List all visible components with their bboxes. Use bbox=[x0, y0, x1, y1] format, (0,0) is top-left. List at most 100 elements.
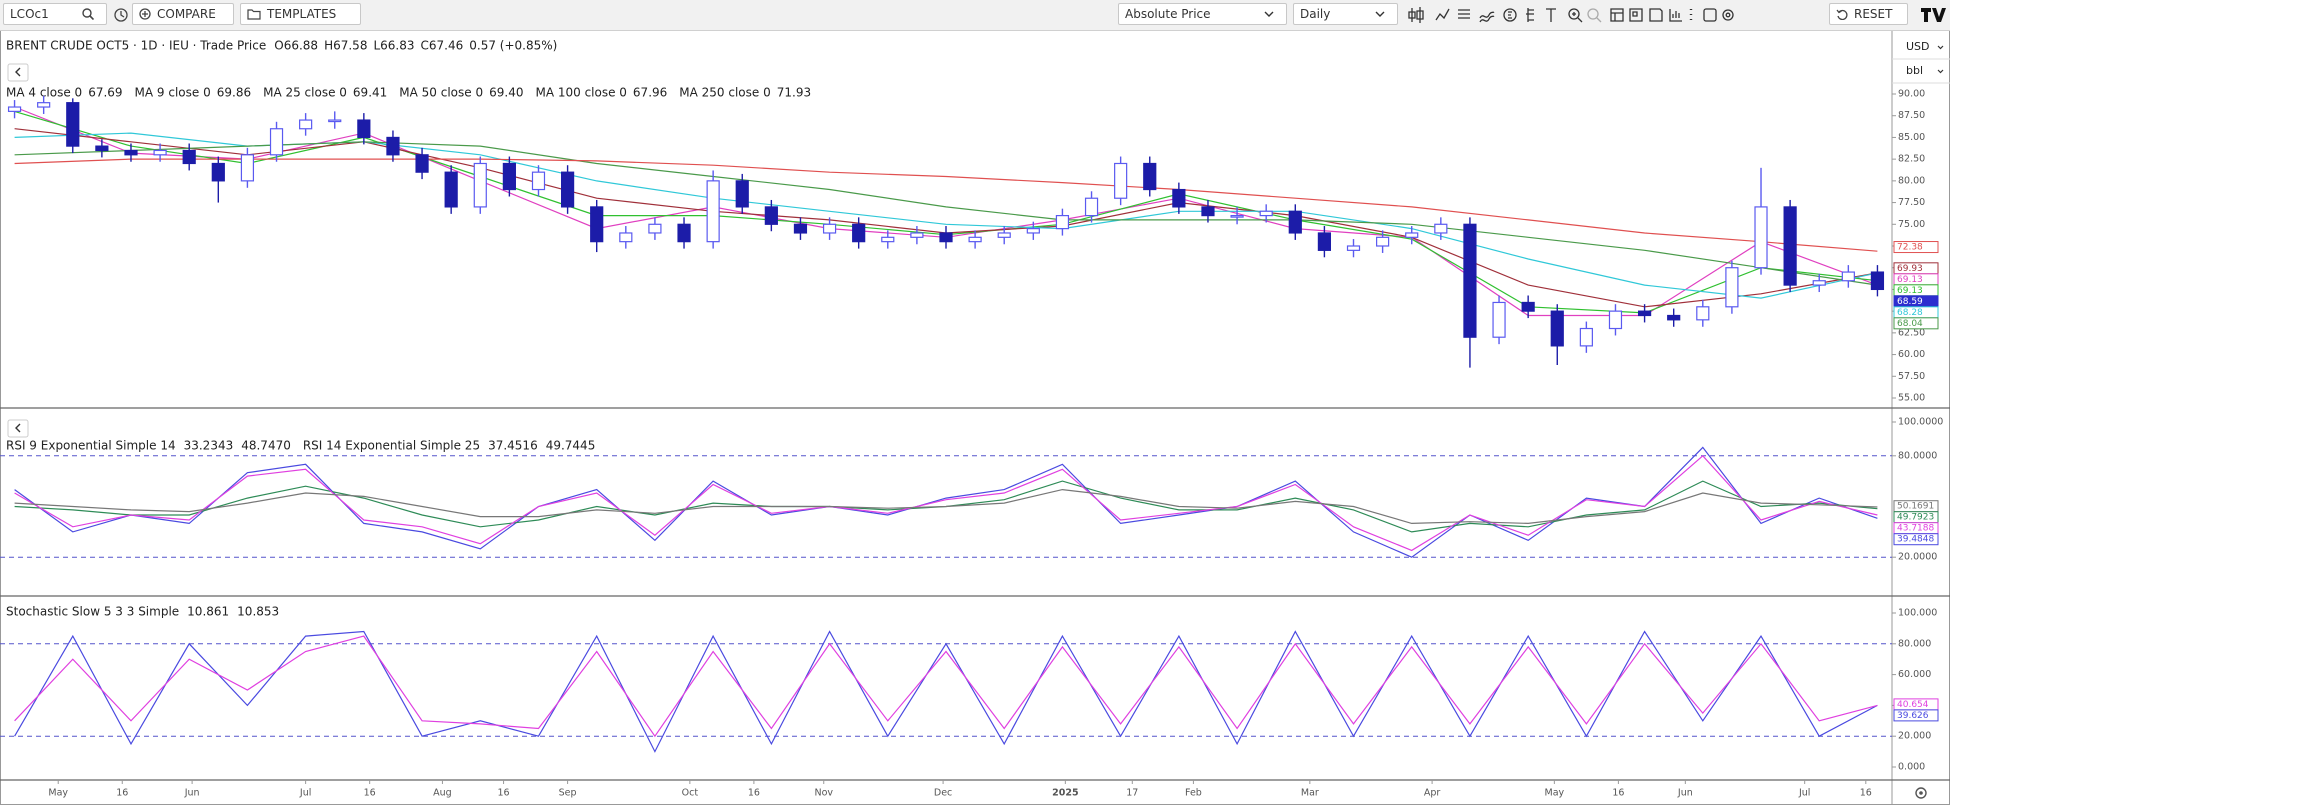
collapse-button[interactable] bbox=[7, 63, 29, 82]
ma-line bbox=[14, 132, 1878, 299]
candle-body bbox=[1579, 327, 1593, 347]
x-tick-label: 17 bbox=[1126, 788, 1138, 799]
axis-tag bbox=[1893, 317, 1939, 330]
axis-tag-label: 68.04 bbox=[1897, 319, 1923, 329]
candle-body bbox=[1463, 223, 1477, 338]
candle-body bbox=[1696, 306, 1710, 321]
candle-body bbox=[619, 232, 633, 243]
candle-body bbox=[1783, 206, 1797, 286]
candle-body bbox=[1725, 267, 1739, 308]
reset-button[interactable]: RESET bbox=[1829, 3, 1908, 25]
candle-body bbox=[1026, 228, 1040, 234]
x-tick-label: Jul bbox=[1798, 788, 1810, 799]
indicator-line bbox=[14, 488, 1878, 525]
quote-label: O bbox=[274, 39, 283, 53]
axis-tag-label: 40.654 bbox=[1897, 700, 1929, 710]
x-tick-label: 16 bbox=[364, 788, 376, 799]
quote-value: 67.46 bbox=[429, 39, 463, 53]
search-icon bbox=[82, 8, 94, 20]
candle-body bbox=[1492, 301, 1506, 338]
candle-body bbox=[1259, 210, 1273, 217]
y-tick-label: 57.50 bbox=[1898, 371, 1925, 382]
axis-tag bbox=[1893, 241, 1939, 254]
candle-body bbox=[1608, 310, 1623, 330]
y-tick-label: 90.00 bbox=[1898, 89, 1925, 100]
y-tick-label: 60.00 bbox=[1898, 349, 1925, 360]
candle-body bbox=[531, 171, 546, 191]
candle-body bbox=[299, 119, 313, 130]
logo bbox=[1921, 8, 1946, 22]
ma-line bbox=[14, 158, 1878, 252]
x-tick-label: Apr bbox=[1424, 788, 1441, 799]
axis-tag bbox=[1893, 709, 1939, 722]
y-tick-label: 20.000 bbox=[1898, 731, 1931, 742]
candle-body bbox=[968, 236, 982, 243]
legend-value: 69.40 bbox=[489, 86, 523, 100]
x-tick-label: 16 bbox=[1860, 788, 1872, 799]
history-icon[interactable] bbox=[112, 6, 130, 24]
axis-tag bbox=[1893, 533, 1939, 546]
ma-line bbox=[14, 110, 1878, 314]
x-tick-label: Dec bbox=[934, 788, 952, 799]
candle-body bbox=[1084, 197, 1099, 217]
x-tick-label: 16 bbox=[748, 788, 760, 799]
legend-entry: RSI 9 Exponential Simple 14 bbox=[6, 439, 176, 453]
legend-entry: MA 9 close 0 bbox=[135, 86, 211, 100]
dropdown-arrow bbox=[1264, 11, 1274, 17]
quote-value: 66.83 bbox=[380, 39, 414, 53]
collapse-chevron bbox=[15, 423, 21, 433]
indicator-line bbox=[14, 635, 1878, 738]
y-tick-label: 82.50 bbox=[1898, 154, 1925, 165]
y-tick-label: 100.000 bbox=[1898, 608, 1937, 619]
symbol-text: LCOc1 bbox=[10, 7, 49, 21]
candle-body bbox=[269, 128, 284, 156]
reset-label: RESET bbox=[1854, 7, 1893, 21]
reset-icon bbox=[1836, 9, 1848, 20]
compare-button[interactable]: COMPARE bbox=[132, 3, 234, 25]
currency-menu[interactable]: USD bbox=[1906, 40, 1930, 53]
legend-value: 69.41 bbox=[353, 86, 387, 100]
collapse-chevron bbox=[15, 67, 21, 77]
x-tick-label: May bbox=[48, 788, 68, 799]
candle-body bbox=[648, 223, 662, 234]
templates-button[interactable]: TEMPLATES bbox=[240, 3, 361, 25]
candle-body bbox=[1288, 210, 1302, 234]
candle-body bbox=[1172, 188, 1186, 208]
toolbar: LCOc1 COMPARE TEMPLATES Absolute Price D… bbox=[0, 0, 1950, 31]
candle-body bbox=[1230, 215, 1244, 218]
price-mode-label: Absolute Price bbox=[1125, 7, 1211, 21]
axis-tag-label: 69.93 bbox=[1897, 264, 1923, 274]
axis-tag-label: 50.1691 bbox=[1897, 502, 1934, 512]
compare-icon bbox=[139, 8, 151, 20]
unit-menu[interactable]: bbl bbox=[1906, 64, 1923, 77]
settings-icon[interactable] bbox=[1915, 787, 1927, 799]
legend-value: 67.96 bbox=[633, 86, 667, 100]
tool-icons[interactable] bbox=[1406, 4, 1826, 26]
candle-body bbox=[1667, 314, 1681, 321]
axis-tag-label: 68.59 bbox=[1897, 297, 1923, 307]
y-tick-label: 80.00 bbox=[1898, 175, 1925, 186]
candle-body bbox=[1317, 232, 1332, 251]
y-tick-label: 62.50 bbox=[1898, 327, 1925, 338]
x-tick-label: Jul bbox=[299, 788, 311, 799]
candle-body bbox=[502, 162, 516, 191]
candle-body bbox=[1841, 271, 1855, 282]
legend-value: 69.86 bbox=[217, 86, 251, 100]
price-mode-dropdown[interactable]: Absolute Price bbox=[1118, 3, 1287, 25]
axis-tag-label: 68.28 bbox=[1897, 308, 1923, 318]
legend-entry: MA 25 close 0 bbox=[263, 86, 347, 100]
candle-body bbox=[240, 154, 255, 182]
candle-body bbox=[735, 180, 749, 208]
ma-line bbox=[14, 106, 1878, 317]
x-tick-label: 16 bbox=[1612, 788, 1624, 799]
chart-title: BRENT CRUDE OCT5 · 1D · IEU · Trade Pric… bbox=[6, 39, 266, 53]
x-tick-label: Aug bbox=[433, 788, 452, 799]
ma-line bbox=[14, 128, 1878, 308]
symbol-input[interactable]: LCOc1 bbox=[3, 3, 107, 25]
candle-body bbox=[66, 102, 80, 147]
interval-dropdown[interactable]: Daily bbox=[1293, 3, 1398, 25]
candle-body bbox=[764, 206, 778, 225]
axis-tag-label: 49.7923 bbox=[1897, 513, 1934, 523]
collapse-button[interactable] bbox=[7, 419, 29, 438]
legend-entry: Stochastic Slow 5 3 3 Simple bbox=[6, 605, 179, 619]
